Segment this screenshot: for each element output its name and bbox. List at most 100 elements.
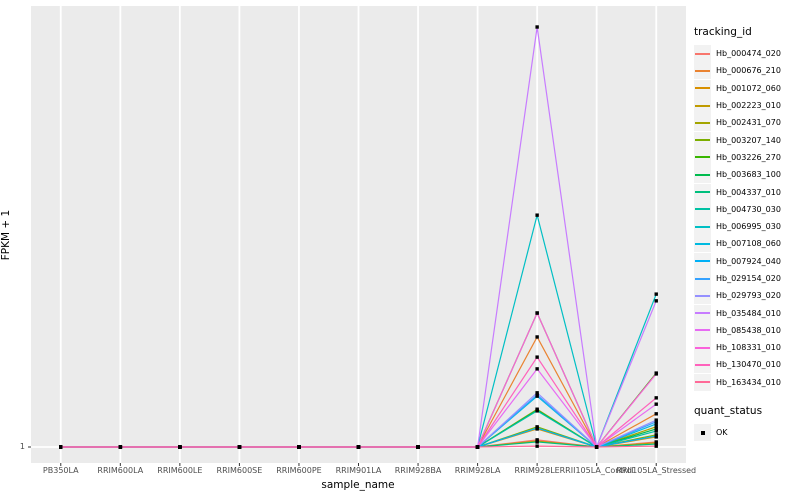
legend-line-swatch-icon [695,312,710,315]
legend-entry-label: Hb_029154_020 [716,274,781,283]
legend-line-swatch-icon [695,277,710,280]
legend-entry-label: Hb_003207_140 [716,135,781,145]
legend-entry-label: OK [716,428,728,438]
data-point-marker [535,391,539,395]
data-point-marker [178,445,182,449]
data-point-marker [416,445,420,449]
legend-entry: Hb_003226_270 [694,148,800,166]
legend-line-swatch-icon [695,139,710,142]
data-point-marker [654,418,658,422]
legend-key-box [694,321,711,339]
data-point-marker [535,440,539,444]
data-point-marker [535,213,539,217]
legend-line-swatch-icon [695,121,710,124]
data-point-marker [297,445,301,449]
data-point-marker [654,427,658,431]
data-point-marker [535,444,539,448]
legend-key-box [694,356,711,374]
legend-key-box [694,45,711,63]
legend-key-box [694,373,711,391]
legend-key-box [694,339,711,357]
y-axis-tick-label: 1 [19,442,25,451]
x-tick-label-RRIM928LE: RRIM928LE [514,466,560,475]
y-axis-title: FPKM + 1 [0,209,12,261]
legend-line-swatch-icon [695,52,710,55]
legend-entry: Hb_163434_010 [694,373,800,391]
legend-entry: Hb_007924_040 [694,252,800,270]
legend-entry-label: Hb_029793_020 [716,291,781,301]
legend-key-box [694,79,711,97]
legend-line-swatch-icon [695,381,710,384]
legend: tracking_id Hb_000474_020 Hb_000676_210 Hb… [694,26,800,442]
legend-entry-label: Hb_108331_010 [716,343,781,353]
legend-entries: Hb_000474_020 Hb_000676_210 Hb_001072_060 H… [694,45,800,391]
legend-entry: Hb_002223_010 [694,97,800,115]
legend-line-swatch-icon [695,225,710,228]
data-point-marker [654,396,658,400]
legend-line-swatch-icon [695,294,710,297]
data-point-marker [535,25,539,29]
legend-key-box [694,166,711,184]
legend-entry-label: Hb_163434_010 [716,377,781,387]
legend-entry-label: Hb_085438_010 [716,325,781,335]
legend-line-swatch-icon [695,329,710,332]
legend-key-box [694,97,711,115]
legend-entry-label: Hb_001072_060 [716,83,781,93]
legend-key-box [694,218,711,236]
data-point-marker [535,355,539,359]
legend-entry-label: Hb_007924_040 [716,256,781,266]
data-point-marker [535,335,539,339]
legend-line-swatch-icon [695,346,710,349]
data-point-marker [654,429,658,433]
legend-entry-label: Hb_003226_270 [716,152,781,162]
legend-entry-label: Hb_003683_100 [716,170,781,180]
data-point-marker [535,409,539,413]
legend-entry: Hb_001072_060 [694,79,800,97]
legend-key-box [694,62,711,80]
legend-key-box [694,235,711,253]
x-tick-label-RRIM600LE: RRIM600LE [157,466,203,475]
x-axis-title: sample_name [321,479,395,491]
legend-entry-label: Hb_007108_060 [716,239,781,249]
data-point-marker [535,367,539,371]
legend-key-box [694,252,711,270]
legend-entry-label: Hb_004730_030 [716,204,781,214]
legend-line-swatch-icon [695,156,710,159]
x-tick-label-RRIM600PE: RRIM600PE [276,466,322,475]
legend-line-swatch-icon [695,242,710,245]
data-point-marker [118,445,123,449]
legend-title-tracking-id: tracking_id [694,26,752,38]
legend-line-swatch-icon [695,87,710,90]
data-point-marker [654,292,658,296]
legend-line-swatch-icon [695,208,710,211]
data-point-marker [654,434,658,438]
legend-entry: Hb_002431_070 [694,114,800,132]
data-point-marker [59,445,63,449]
legend-line-swatch-icon [695,191,710,194]
data-point-marker [535,393,539,397]
legend-entry: Hb_035484_010 [694,304,800,322]
legend-entry: Hb_130470_010 [694,356,800,374]
legend-entry: Hb_004730_030 [694,200,800,218]
legend-entry: Hb_004337_010 [694,183,800,201]
legend-key-box [694,131,711,149]
data-point-marker [356,445,361,449]
x-tick-label-RRIM928BA: RRIM928BA [394,466,442,475]
legend-line-swatch-icon [695,260,710,263]
legend-entry: Hb_085438_010 [694,321,800,339]
x-tick-label-RRII105LA_Stressed: RRII105LA_Stressed [616,466,697,475]
data-point-marker [654,422,658,426]
legend-key-box [694,270,711,287]
legend-entry-label: Hb_000474_020 [716,49,781,59]
x-tick-label-RRII105LA_Control: RRII105LA_Control [559,466,634,475]
legend-entry-label: Hb_002431_070 [716,118,781,128]
data-point-marker [535,426,539,430]
data-point-marker [535,311,539,315]
legend-key-box [694,200,711,218]
legend-line-swatch-icon [695,104,710,107]
legend-key-box [694,148,711,166]
data-point-marker [475,445,480,449]
legend-entry: Hb_003683_100 [694,166,800,184]
legend-entry-label: Hb_130470_010 [716,360,781,370]
